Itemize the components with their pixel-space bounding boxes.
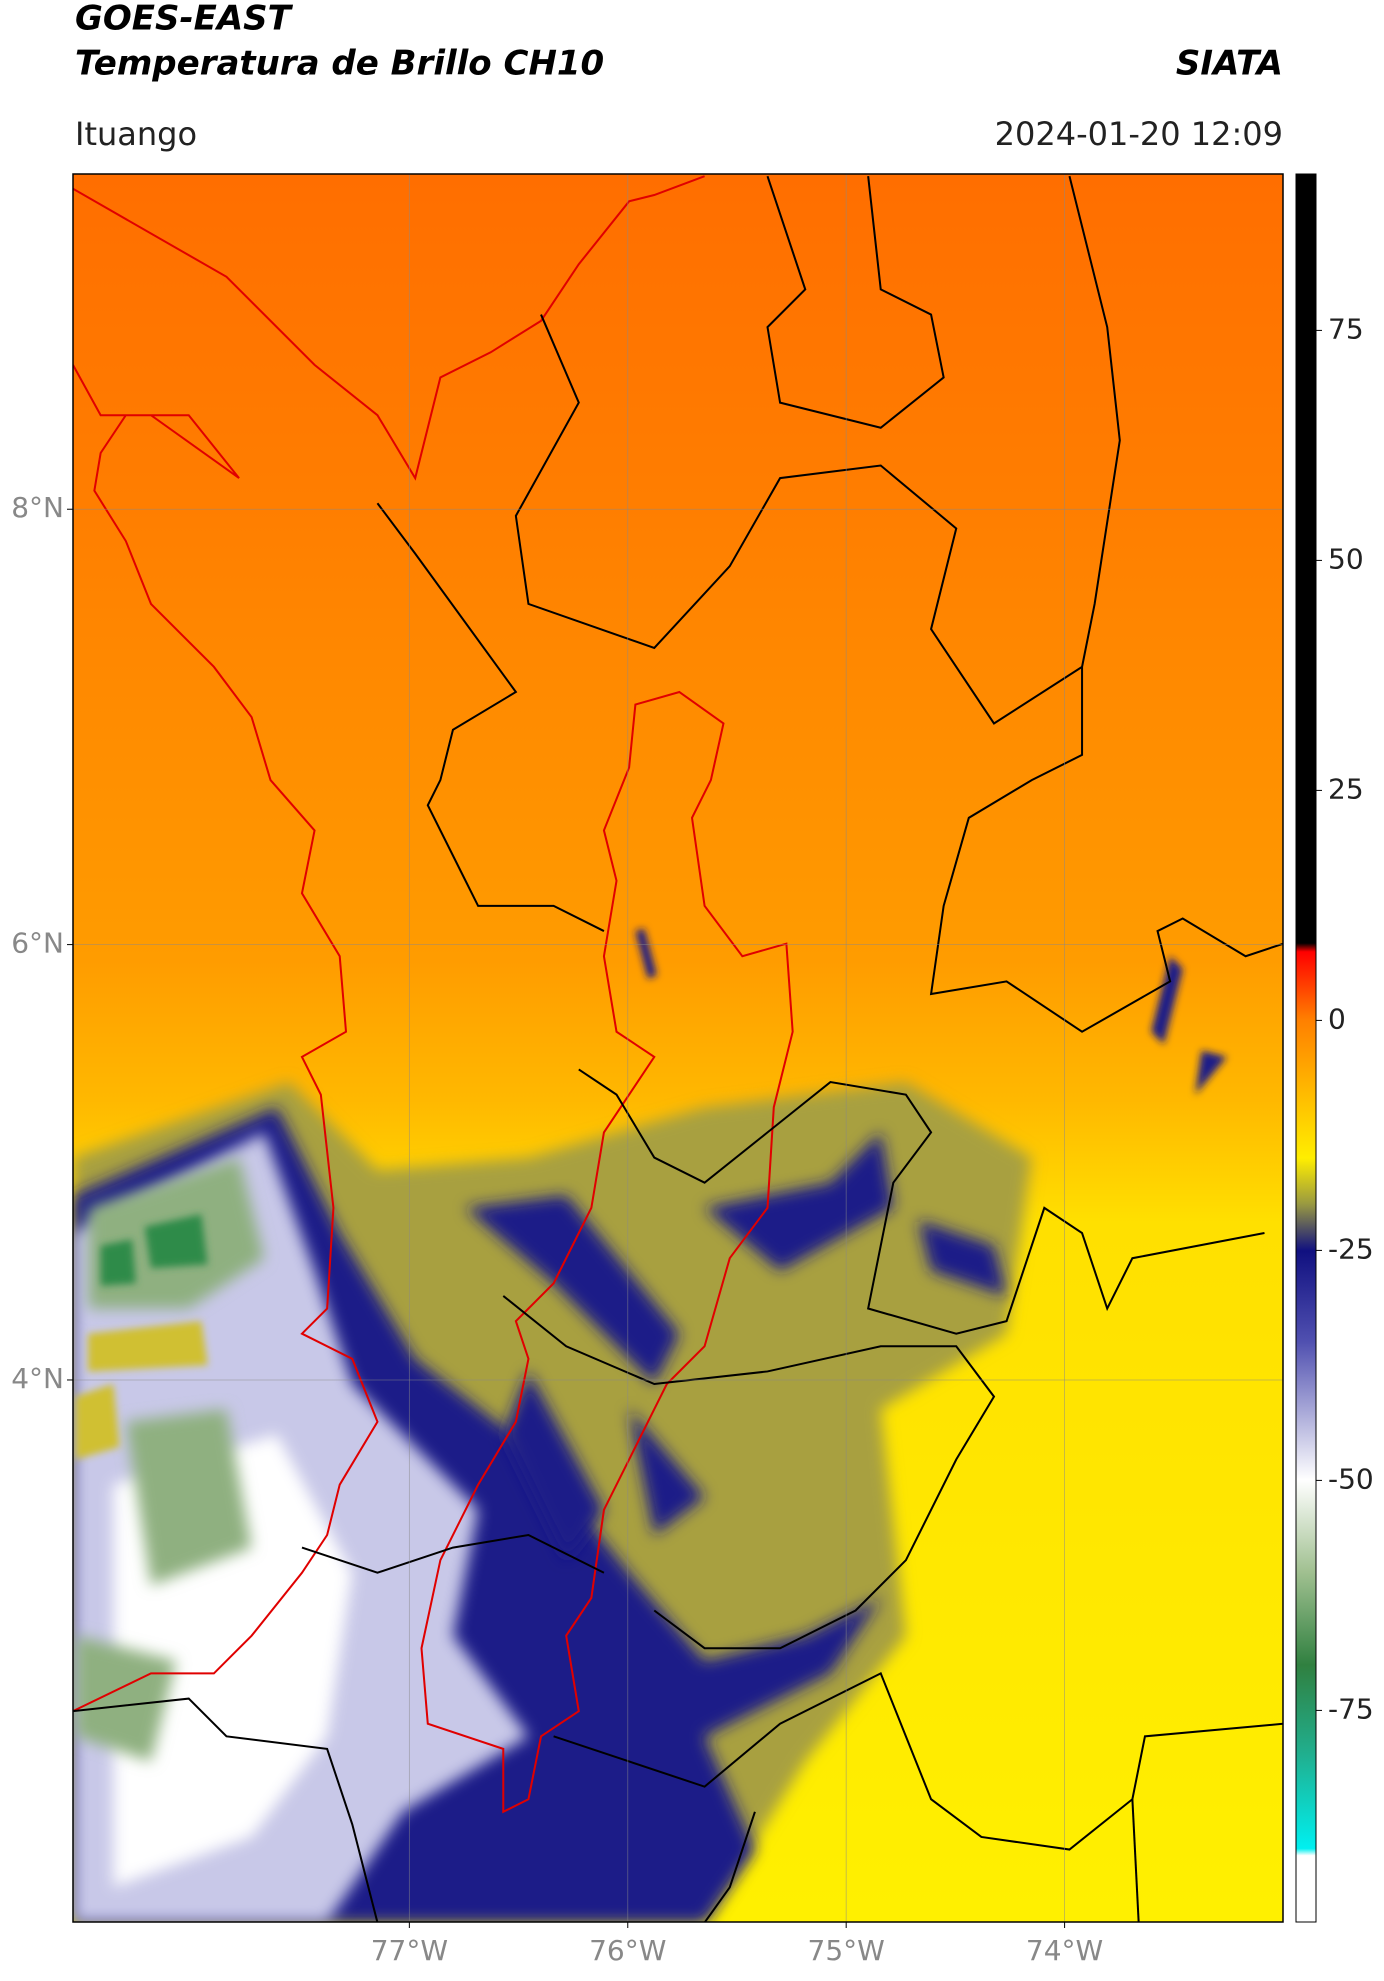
map-image <box>73 174 1283 1922</box>
grid <box>73 174 1283 1922</box>
title: GOES-EAST <box>75 0 294 39</box>
colorbar-label: 50 <box>1328 542 1364 575</box>
ticks: 77°W 76°W 75°W 74°W 4°N 6°N 8°N -75 -50 -25 0 25 50 7… <box>11 312 1374 1967</box>
colorbar-label: 25 <box>1328 772 1364 805</box>
lat-label: 6°N <box>11 927 64 960</box>
datetime: 2024-01-20 12:09 <box>995 115 1283 153</box>
colorbar-label: -25 <box>1328 1232 1374 1265</box>
colorbar-label: -50 <box>1328 1462 1374 1495</box>
colorbar-label: 75 <box>1328 312 1364 345</box>
location: Ituango <box>75 115 197 153</box>
lat-label: 4°N <box>11 1362 64 1395</box>
boundaries <box>73 175 1283 1922</box>
lon-label: 75°W <box>808 1934 885 1967</box>
cloud-field <box>73 928 1227 1922</box>
map-frame <box>72 173 1284 1923</box>
colorbar-label: -75 <box>1328 1692 1374 1725</box>
subtitle: Temperatura de Brillo CH10 <box>75 44 604 84</box>
lat-label: 8°N <box>11 491 64 524</box>
lon-label: 76°W <box>589 1934 666 1967</box>
lon-label: 74°W <box>1026 1934 1103 1967</box>
colorbar-label: 0 <box>1328 1002 1346 1035</box>
lon-label: 77°W <box>371 1934 448 1967</box>
colorbar <box>1295 173 1317 1923</box>
agency: SIATA <box>1176 44 1283 84</box>
